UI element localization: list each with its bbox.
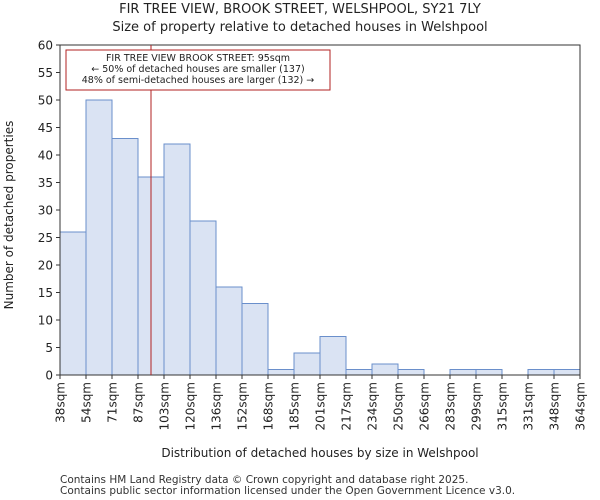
annotation-line-3: 48% of semi-detached houses are larger (… (82, 75, 315, 86)
y-axis-label: Number of detached properties (2, 121, 16, 310)
y-tick-label: 60 (38, 39, 53, 53)
y-tick-label: 45 (38, 121, 53, 135)
x-tick-label: 136sqm (210, 382, 224, 430)
x-tick-label: 152sqm (236, 382, 250, 430)
bar-331sqm (527, 369, 555, 376)
y-tick-label: 15 (38, 286, 53, 300)
y-tick-label: 50 (38, 94, 53, 108)
x-tick-label: 54sqm (80, 382, 94, 423)
x-tick-label: 201sqm (314, 382, 328, 430)
y-tick-label: 10 (38, 314, 53, 328)
bar-299sqm (475, 369, 503, 376)
bar-283sqm (449, 369, 477, 376)
bar-54sqm (85, 99, 113, 376)
y-tick-label: 40 (38, 149, 53, 163)
x-tick-label: 185sqm (288, 382, 302, 430)
bar-136sqm (215, 286, 243, 376)
footer-copyright: Contains HM Land Registry data © Crown c… (60, 474, 469, 486)
x-tick-label: 364sqm (574, 382, 588, 430)
chart-subtitle: Size of property relative to detached ho… (112, 20, 488, 35)
y-tick-label: 20 (38, 259, 53, 273)
x-tick-label: 283sqm (444, 382, 458, 430)
y-tick-label: 0 (45, 369, 53, 383)
x-axis-label: Distribution of detached houses by size … (161, 446, 478, 460)
bar-38sqm (59, 231, 87, 376)
x-tick-label: 348sqm (548, 382, 562, 430)
y-tick-label: 5 (45, 341, 53, 355)
x-tick-label: 71sqm (106, 382, 120, 423)
x-tick-label: 120sqm (184, 382, 198, 430)
x-tick-label: 87sqm (132, 382, 146, 423)
chart-title: FIR TREE VIEW, BROOK STREET, WELSHPOOL, … (119, 2, 481, 17)
bar-217sqm (345, 369, 373, 376)
x-tick-label: 266sqm (418, 382, 432, 430)
y-tick-label: 30 (38, 204, 53, 218)
bar-120sqm (189, 220, 217, 376)
y-tick-label: 25 (38, 231, 53, 245)
bar-234sqm (371, 363, 399, 376)
bar-152sqm (241, 303, 269, 376)
footer-licence: Contains public sector information licen… (60, 485, 516, 497)
x-tick-label: 315sqm (496, 382, 510, 430)
annotation-box (65, 49, 331, 91)
x-tick-label: 38sqm (54, 382, 68, 423)
x-tick-label: 103sqm (158, 382, 172, 430)
x-tick-label: 299sqm (470, 382, 484, 430)
x-tick-label: 168sqm (262, 382, 276, 430)
x-tick-label: 331sqm (522, 382, 536, 430)
annotation-line-1: FIR TREE VIEW BROOK STREET: 95sqm (106, 53, 290, 64)
y-tick-label: 55 (38, 66, 53, 80)
bar-250sqm (397, 369, 425, 376)
bar-201sqm (319, 336, 347, 376)
y-tick-label: 35 (38, 176, 53, 190)
x-tick-label: 250sqm (392, 382, 406, 430)
bar-185sqm (293, 352, 321, 376)
bar-103sqm (163, 143, 191, 376)
x-tick-label: 234sqm (366, 382, 380, 430)
bar-348sqm (553, 369, 581, 376)
bar-71sqm (111, 138, 139, 376)
annotation-line-2: ← 50% of detached houses are smaller (13… (91, 64, 304, 75)
bar-168sqm (267, 369, 295, 376)
x-tick-label: 217sqm (340, 382, 354, 430)
